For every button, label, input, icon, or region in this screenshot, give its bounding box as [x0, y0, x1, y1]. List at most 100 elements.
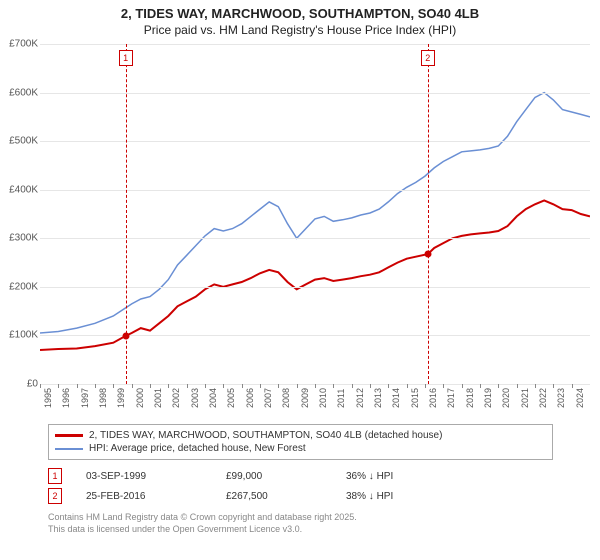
x-tick — [187, 384, 188, 388]
y-axis-label: £700K — [9, 39, 38, 50]
x-axis-label: 2020 — [501, 388, 511, 408]
x-tick — [95, 384, 96, 388]
series-hpi — [40, 93, 590, 333]
x-tick — [223, 384, 224, 388]
x-tick — [388, 384, 389, 388]
x-tick — [370, 384, 371, 388]
footer-attribution: Contains HM Land Registry data © Crown c… — [48, 512, 357, 535]
x-axis-labels: 1995199619971998199920002001200220032004… — [40, 384, 590, 414]
x-axis-label: 2019 — [483, 388, 493, 408]
x-axis-label: 1995 — [43, 388, 53, 408]
footer-line2: This data is licensed under the Open Gov… — [48, 524, 357, 536]
sale-badge: 2 — [421, 50, 435, 66]
sales-table: 1 03-SEP-1999£99,00036% ↓ HPI 2 25-FEB-2016… — [48, 466, 446, 506]
x-tick — [77, 384, 78, 388]
sales-row-badge: 1 — [48, 468, 62, 484]
legend-label-property: 2, TIDES WAY, MARCHWOOD, SOUTHAMPTON, SO… — [89, 430, 442, 441]
y-axis-label: £200K — [9, 281, 38, 292]
sale-badge: 1 — [119, 50, 133, 66]
x-axis-label: 2009 — [300, 388, 310, 408]
chart-title-line1: 2, TIDES WAY, MARCHWOOD, SOUTHAMPTON, SO… — [0, 0, 600, 23]
sales-row-price: £99,000 — [226, 471, 346, 482]
x-axis-label: 2000 — [135, 388, 145, 408]
x-tick — [168, 384, 169, 388]
gridline — [40, 190, 590, 191]
x-tick — [498, 384, 499, 388]
gridline — [40, 238, 590, 239]
series-property — [40, 200, 590, 350]
x-axis-label: 2012 — [355, 388, 365, 408]
x-axis-label: 2001 — [153, 388, 163, 408]
x-axis-label: 2004 — [208, 388, 218, 408]
x-axis-label: 2024 — [575, 388, 585, 408]
legend-row: HPI: Average price, detached house, New … — [55, 442, 546, 455]
x-axis-label: 2023 — [556, 388, 566, 408]
x-axis-label: 1997 — [80, 388, 90, 408]
x-tick — [480, 384, 481, 388]
sale-vline — [428, 44, 430, 384]
x-tick — [572, 384, 573, 388]
x-tick — [462, 384, 463, 388]
sales-row-badge: 2 — [48, 488, 62, 504]
x-tick — [425, 384, 426, 388]
x-axis-label: 2011 — [336, 389, 346, 408]
chart-title-line2: Price paid vs. HM Land Registry's House … — [0, 23, 600, 41]
x-tick — [443, 384, 444, 388]
legend-swatch-hpi — [55, 448, 83, 450]
x-axis-label: 2010 — [318, 388, 328, 408]
sales-row: 1 03-SEP-1999£99,00036% ↓ HPI — [48, 466, 446, 486]
x-tick — [40, 384, 41, 388]
x-tick — [315, 384, 316, 388]
footer-line1: Contains HM Land Registry data © Crown c… — [48, 512, 357, 524]
x-axis-label: 2005 — [226, 388, 236, 408]
x-axis-label: 1999 — [116, 388, 126, 408]
x-tick — [150, 384, 151, 388]
x-axis-label: 2018 — [465, 388, 475, 408]
x-axis-label: 2006 — [245, 388, 255, 408]
x-axis-label: 2016 — [428, 388, 438, 408]
chart-area: £0£100K£200K£300K£400K£500K£600K£700K12 … — [40, 44, 590, 414]
sales-row-delta: 38% ↓ HPI — [346, 491, 446, 502]
x-tick — [553, 384, 554, 388]
x-axis-label: 2022 — [538, 388, 548, 408]
x-axis-label: 2015 — [410, 388, 420, 408]
legend-swatch-property — [55, 434, 83, 437]
sale-marker — [424, 251, 431, 258]
x-axis-label: 2002 — [171, 388, 181, 408]
gridline — [40, 141, 590, 142]
x-tick — [260, 384, 261, 388]
y-axis-label: £600K — [9, 87, 38, 98]
gridline — [40, 287, 590, 288]
sale-marker — [122, 332, 129, 339]
x-tick — [132, 384, 133, 388]
sales-row-date: 03-SEP-1999 — [86, 471, 226, 482]
x-tick — [407, 384, 408, 388]
x-tick — [297, 384, 298, 388]
x-axis-label: 1998 — [98, 388, 108, 408]
x-tick — [333, 384, 334, 388]
gridline — [40, 93, 590, 94]
x-tick — [278, 384, 279, 388]
x-axis-label: 2008 — [281, 388, 291, 408]
plot-region: £0£100K£200K£300K£400K£500K£600K£700K12 — [40, 44, 590, 385]
legend-box: 2, TIDES WAY, MARCHWOOD, SOUTHAMPTON, SO… — [48, 424, 553, 460]
x-tick — [205, 384, 206, 388]
sales-row-delta: 36% ↓ HPI — [346, 471, 446, 482]
x-tick — [113, 384, 114, 388]
sales-row: 2 25-FEB-2016£267,50038% ↓ HPI — [48, 486, 446, 506]
sales-row-price: £267,500 — [226, 491, 346, 502]
x-axis-label: 2021 — [520, 388, 530, 408]
x-axis-label: 2003 — [190, 388, 200, 408]
y-axis-label: £0 — [27, 379, 38, 390]
legend-row: 2, TIDES WAY, MARCHWOOD, SOUTHAMPTON, SO… — [55, 429, 546, 442]
x-tick — [352, 384, 353, 388]
y-axis-label: £400K — [9, 184, 38, 195]
chart-container: 2, TIDES WAY, MARCHWOOD, SOUTHAMPTON, SO… — [0, 0, 600, 560]
sales-row-date: 25-FEB-2016 — [86, 491, 226, 502]
x-tick — [242, 384, 243, 388]
x-axis-label: 2013 — [373, 388, 383, 408]
y-axis-label: £100K — [9, 330, 38, 341]
x-axis-label: 2014 — [391, 388, 401, 408]
legend-label-hpi: HPI: Average price, detached house, New … — [89, 443, 306, 454]
x-axis-label: 2007 — [263, 388, 273, 408]
